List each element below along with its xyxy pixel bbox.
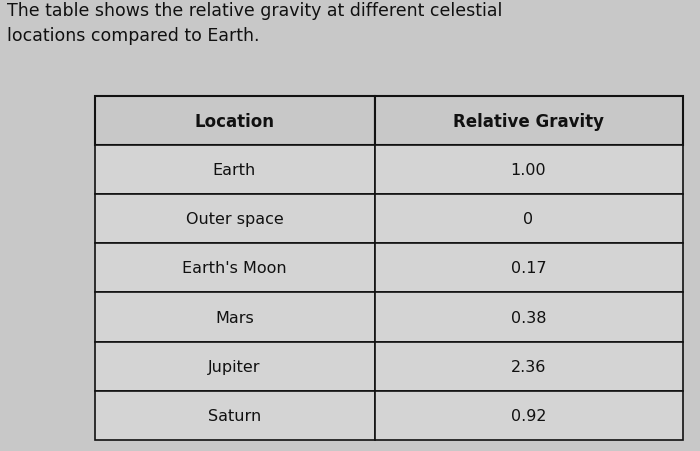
Text: Jupiter: Jupiter — [209, 359, 260, 374]
Text: Saturn: Saturn — [208, 408, 261, 423]
Text: Location: Location — [195, 112, 274, 130]
Text: 2.36: 2.36 — [511, 359, 546, 374]
Text: 0.17: 0.17 — [511, 261, 546, 276]
Text: Outer space: Outer space — [186, 212, 284, 227]
Text: 0.38: 0.38 — [511, 310, 546, 325]
Text: Relative Gravity: Relative Gravity — [453, 112, 604, 130]
Text: Mars: Mars — [215, 310, 254, 325]
Text: locations compared to Earth.: locations compared to Earth. — [7, 27, 260, 45]
Text: 0: 0 — [524, 212, 533, 227]
Text: 0.92: 0.92 — [511, 408, 546, 423]
Text: The table shows the relative gravity at different celestial: The table shows the relative gravity at … — [7, 2, 503, 20]
Text: Earth: Earth — [213, 163, 256, 178]
Text: 1.00: 1.00 — [511, 163, 546, 178]
Text: Earth's Moon: Earth's Moon — [182, 261, 287, 276]
